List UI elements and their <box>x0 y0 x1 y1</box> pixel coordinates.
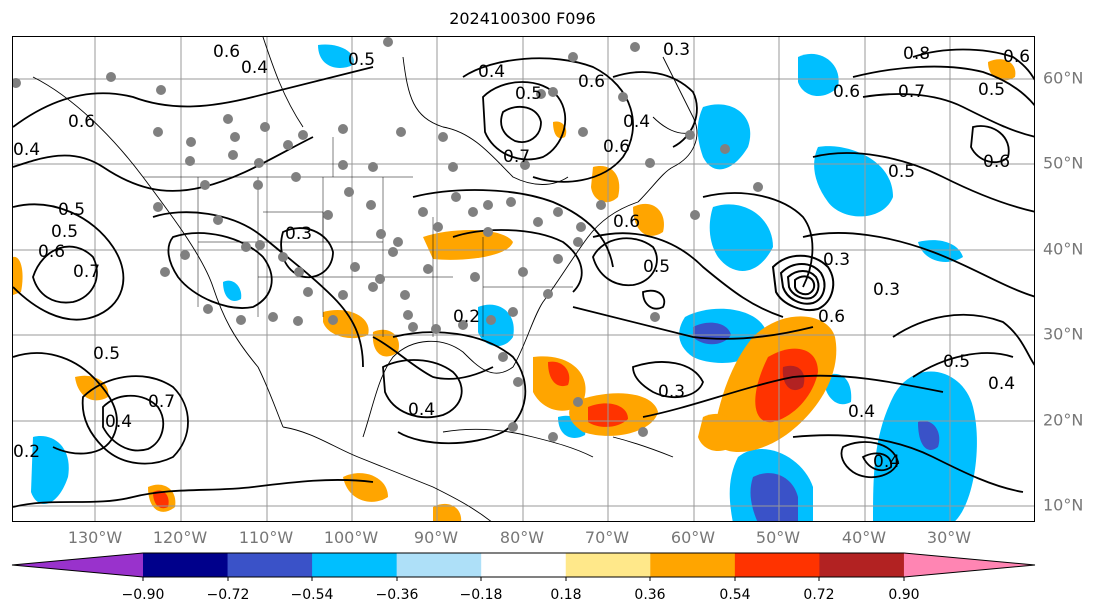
contour-label: 0.6 <box>613 212 640 232</box>
map-canvas: 0.6 0.4 0.5 0.3 0.4 0.5 0.6 0.7 0.6 0.8 … <box>13 37 1034 521</box>
contour-label: 0.3 <box>823 250 850 270</box>
contour-label: 0.6 <box>578 72 605 92</box>
anomaly-shading <box>13 44 1016 521</box>
colorbar-tick: −0.72 <box>206 587 250 603</box>
contour-label: 0.5 <box>348 50 375 70</box>
lon-label: 80°W <box>499 528 545 547</box>
lat-label: 60°N <box>1043 68 1084 88</box>
contour-label: 0.3 <box>663 40 690 60</box>
contour-label: 0.8 <box>903 44 930 64</box>
lon-label: 90°W <box>413 528 459 547</box>
contour-label: 0.5 <box>643 257 670 277</box>
contour-label: 0.6 <box>213 42 240 62</box>
colorbar-segment <box>312 553 398 577</box>
colorbar-tick: −0.54 <box>290 587 334 603</box>
contour-label: 0.6 <box>818 307 845 327</box>
state-borders <box>143 137 573 337</box>
contour-lines <box>13 48 1034 508</box>
map-panel[interactable]: 0.6 0.4 0.5 0.3 0.4 0.5 0.6 0.7 0.6 0.8 … <box>12 36 1035 522</box>
colorbar-tick: −0.18 <box>459 587 503 603</box>
contour-label: 0.4 <box>848 402 875 422</box>
lon-label: 70°W <box>584 528 630 547</box>
colorbar-segment <box>227 553 313 577</box>
colorbar-segment <box>396 553 482 577</box>
contour-label: 0.5 <box>93 344 120 364</box>
lon-label: 60°W <box>670 528 716 547</box>
colorbar-tick: 0.36 <box>634 587 666 603</box>
contour-label: 0.3 <box>873 280 900 300</box>
lat-label: 40°N <box>1043 239 1084 259</box>
contour-label: 0.4 <box>623 112 650 132</box>
colorbar-segment <box>734 553 820 577</box>
contour-label: 0.6 <box>1003 47 1030 67</box>
colorbar-tick: −0.36 <box>375 587 419 603</box>
lon-label: 50°W <box>755 528 801 547</box>
contour-label: 0.4 <box>478 62 505 82</box>
contour-label: 0.6 <box>68 112 95 132</box>
lat-label: 30°N <box>1043 324 1084 344</box>
contour-label: 0.6 <box>603 137 630 157</box>
contour-label: 0.4 <box>13 140 40 160</box>
contour-label: 0.4 <box>988 374 1015 394</box>
observation-stations <box>13 37 763 442</box>
lon-label: 110°W <box>238 528 294 547</box>
colorbar-segment <box>819 553 905 577</box>
colorbar <box>11 552 1036 581</box>
contour-label: 0.2 <box>13 442 40 462</box>
lon-label: 100°W <box>323 528 379 547</box>
contour-label: 0.7 <box>898 82 925 102</box>
contour-label: 0.7 <box>73 262 100 282</box>
contour-label: 0.6 <box>833 82 860 102</box>
colorbar-tick: 0.90 <box>888 587 920 603</box>
colorbar-tick: −0.90 <box>121 587 165 603</box>
coastlines <box>32 37 698 521</box>
contour-label: 0.7 <box>503 147 530 167</box>
contour-label: 0.7 <box>148 392 175 412</box>
colorbar-tick-marks <box>142 577 905 581</box>
contour-label: 0.3 <box>658 382 685 402</box>
contour-label: 0.2 <box>453 307 480 327</box>
colorbar-segment <box>565 553 651 577</box>
colorbar-segment <box>650 553 736 577</box>
colorbar-segment <box>12 553 143 577</box>
colorbar-segment <box>143 553 229 577</box>
contour-label: 0.4 <box>241 58 268 78</box>
lon-label: 30°W <box>926 528 972 547</box>
contour-label: 0.5 <box>978 80 1005 100</box>
colorbar-tick: 0.54 <box>719 587 751 603</box>
contour-label: 0.5 <box>943 352 970 372</box>
lat-label: 50°N <box>1043 153 1084 173</box>
colorbar-segments <box>11 552 1036 578</box>
contour-label: 0.5 <box>58 200 85 220</box>
colorbar-tick: 0.18 <box>550 587 582 603</box>
map-title: 2024100300 F096 <box>449 9 596 28</box>
lon-label: 130°W <box>67 528 123 547</box>
contour-labels: 0.6 0.4 0.5 0.3 0.4 0.5 0.6 0.7 0.6 0.8 … <box>13 40 1030 472</box>
lon-label: 40°W <box>841 528 887 547</box>
contour-label: 0.4 <box>105 412 132 432</box>
lat-label: 10°N <box>1043 495 1084 515</box>
lon-label: 120°W <box>152 528 208 547</box>
contour-label: 0.5 <box>515 84 542 104</box>
contour-label: 0.4 <box>873 452 900 472</box>
contour-label: 0.3 <box>285 224 312 244</box>
contour-label: 0.5 <box>51 222 78 242</box>
contour-label: 0.6 <box>38 242 65 262</box>
contour-label: 0.6 <box>983 152 1010 172</box>
colorbar-segment <box>481 553 567 577</box>
lat-label: 20°N <box>1043 410 1084 430</box>
colorbar-segment <box>903 553 1035 577</box>
contour-label: 0.5 <box>888 162 915 182</box>
colorbar-tick: 0.72 <box>803 587 835 603</box>
contour-label: 0.4 <box>408 400 435 420</box>
